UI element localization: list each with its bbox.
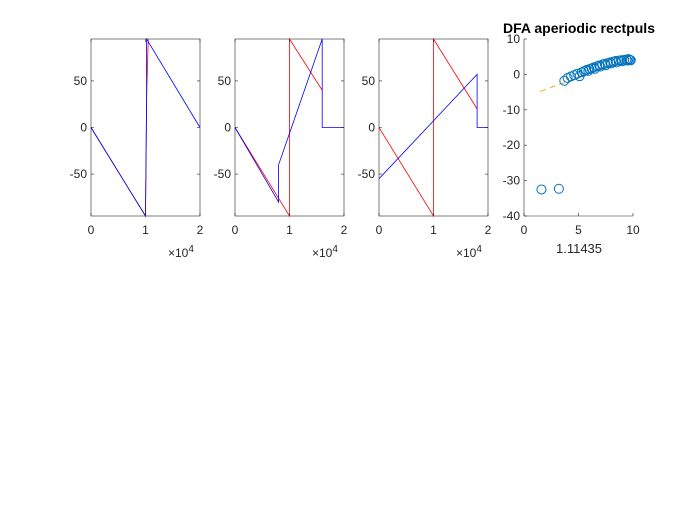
subplot-2-x-exponent: ×104 (312, 244, 338, 260)
y-tick-label: 50 (74, 74, 88, 88)
subplot-1: 0 1 2 -50 0 50 ×104 (70, 37, 204, 260)
red-series-line (378, 37, 478, 218)
subplot-3-x-exponent: ×104 (456, 244, 482, 260)
y-tick-label: 50 (218, 74, 232, 88)
subplot-2: 0 1 2 -50 0 50 ×104 (214, 37, 348, 260)
y-tick-label: 0 (80, 121, 87, 135)
y-tick-label: -30 (503, 174, 521, 188)
scatter-point (623, 54, 634, 65)
subplot-3-ticks: 0 1 2 -50 0 50 (358, 39, 492, 237)
scatter-point (572, 68, 583, 79)
x-tick-label: 10 (626, 223, 640, 237)
scatter-point (583, 65, 594, 76)
x-tick-label: 0 (232, 223, 239, 237)
y-tick-label: 0 (513, 67, 520, 81)
subplot-4-ticks: 0 5 10 -40 -30 -20 -10 0 10 (503, 32, 640, 237)
x-tick-label: 1 (142, 223, 149, 237)
y-tick-label: -10 (503, 103, 521, 117)
subplot-4: 0 5 10 -40 -30 -20 -10 0 10 DFA aperiodic rectpu… (503, 20, 656, 256)
subplot-3: 0 1 2 -50 0 50 ×104 (358, 37, 492, 260)
x-tick-label: 1 (286, 223, 293, 237)
red-series-line (234, 37, 323, 218)
x-tick-label: 0 (376, 223, 383, 237)
subplot-3-red-series (378, 37, 478, 218)
y-tick-label: 0 (368, 121, 375, 135)
y-tick-label: -20 (503, 138, 521, 152)
blue-series-line (378, 73, 488, 180)
y-tick-label: -50 (214, 167, 232, 181)
y-tick-label: 10 (507, 32, 521, 46)
y-tick-label: -40 (503, 209, 521, 223)
subplot-2-red-series (234, 37, 323, 218)
subplot-4-markers (536, 54, 636, 195)
scatter-point (536, 184, 547, 195)
scatter-point (578, 66, 589, 77)
blue-series-line (90, 37, 201, 218)
y-tick-label: 0 (224, 121, 231, 135)
subplot-1-blue-series (90, 37, 201, 218)
x-tick-label: 2 (341, 223, 348, 237)
x-tick-label: 1 (430, 223, 437, 237)
y-tick-label: -50 (358, 167, 376, 181)
x-tick-label: 0 (521, 223, 528, 237)
subplot-1-ticks: 0 1 2 -50 0 50 (70, 39, 204, 237)
x-tick-label: 5 (575, 223, 582, 237)
x-tick-label: 0 (88, 223, 95, 237)
y-tick-label: 50 (362, 74, 376, 88)
subplot-1-x-exponent: ×104 (168, 244, 194, 260)
scatter-point (553, 183, 564, 194)
subplot-4-title: DFA aperiodic rectpuls (503, 20, 655, 36)
scatter-point (625, 55, 636, 66)
subplot-2-ticks: 0 1 2 -50 0 50 (214, 39, 348, 237)
x-tick-label: 2 (485, 223, 492, 237)
x-tick-label: 2 (197, 223, 204, 237)
blue-series-line (234, 38, 344, 204)
y-tick-label: -50 (70, 167, 88, 181)
subplot-3-blue-series (378, 73, 488, 180)
subplot-2-blue-series (234, 38, 344, 204)
subplot-4-x-label: 1.11435 (556, 241, 602, 256)
